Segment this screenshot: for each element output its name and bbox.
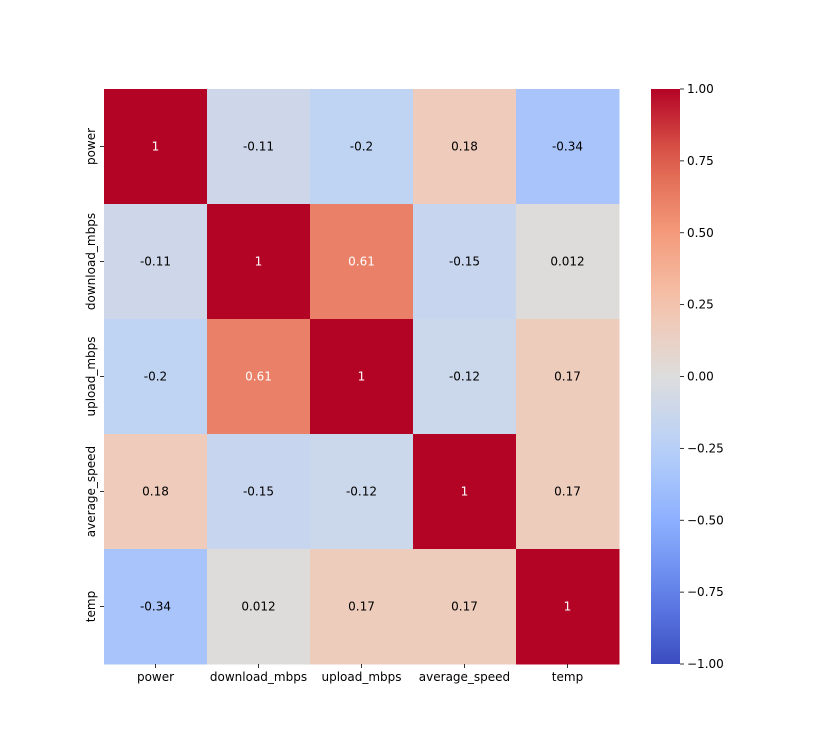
heatmap-cell-power-average_speed xyxy=(413,89,517,205)
y-tick-label: temp xyxy=(84,591,98,622)
colorbar-tick-label: 0.25 xyxy=(687,298,714,312)
y-tick-label: power xyxy=(84,128,98,165)
heatmap-cell-upload_mbps-upload_mbps xyxy=(310,319,414,435)
colorbar-tick-label: −1.00 xyxy=(687,657,724,671)
cell-value-label: 1 xyxy=(461,485,469,499)
cell-value-label: 0.18 xyxy=(142,485,169,499)
heatmap-cell-average_speed-upload_mbps xyxy=(310,434,414,550)
cell-value-label: -0.11 xyxy=(243,140,274,154)
colorbar-tick-label: 1.00 xyxy=(687,82,714,96)
x-tick-label: power xyxy=(137,670,174,684)
heatmap-cell-power-power xyxy=(104,89,208,205)
cell-value-label: 0.17 xyxy=(451,600,478,614)
cell-value-label: 0.012 xyxy=(241,600,275,614)
cell-value-label: -0.34 xyxy=(552,140,583,154)
heatmap-cell-download_mbps-upload_mbps xyxy=(310,204,414,320)
heatmap-cells: 1 -0.11 -0.2 0.18 -0.34 -0.11 1 0.61 -0.15 0.012 -… xyxy=(104,89,620,665)
x-tick-label: upload_mbps xyxy=(321,670,401,684)
heatmap-cell-temp-temp xyxy=(516,549,620,665)
heatmap-cell-download_mbps-average_speed xyxy=(413,204,517,320)
heatmap-cell-temp-download_mbps xyxy=(207,549,311,665)
cell-value-label: -0.2 xyxy=(350,140,373,154)
y-tick-label: download_mbps xyxy=(84,213,98,310)
heatmap-cell-temp-average_speed xyxy=(413,549,517,665)
colorbar-tick-label: −0.50 xyxy=(687,513,724,527)
colorbar-tick-label: 0.75 xyxy=(687,154,714,168)
heatmap-cell-download_mbps-download_mbps xyxy=(207,204,311,320)
x-tick-label: average_speed xyxy=(419,670,510,684)
cell-value-label: -0.2 xyxy=(144,370,167,384)
cell-value-label: -0.34 xyxy=(140,600,171,614)
heatmap-cell-temp-power xyxy=(104,549,208,665)
y-axis: power download_mbps upload_mbps average_spe… xyxy=(84,128,104,622)
x-tick-label: temp xyxy=(552,670,583,684)
heatmap-cell-download_mbps-temp xyxy=(516,204,620,320)
cell-value-label: -0.15 xyxy=(243,485,274,499)
heatmap-cell-power-upload_mbps xyxy=(310,89,414,205)
heatmap-cell-power-temp xyxy=(516,89,620,205)
x-tick-label: download_mbps xyxy=(210,670,307,684)
heatmap-cell-upload_mbps-download_mbps xyxy=(207,319,311,435)
cell-value-label: 1 xyxy=(152,140,160,154)
heatmap-cell-average_speed-download_mbps xyxy=(207,434,311,550)
cell-value-label: 1 xyxy=(255,255,263,269)
cell-value-label: -0.12 xyxy=(449,370,480,384)
colorbar-tick-label: −0.25 xyxy=(687,441,724,455)
heatmap-cell-upload_mbps-power xyxy=(104,319,208,435)
y-tick-label: average_speed xyxy=(84,446,98,537)
cell-value-label: -0.12 xyxy=(346,485,377,499)
y-tick-label: upload_mbps xyxy=(84,336,98,416)
cell-value-label: -0.11 xyxy=(140,255,171,269)
cell-value-label: 1 xyxy=(564,600,572,614)
x-axis: power download_mbps upload_mbps average_spe… xyxy=(137,664,583,684)
heatmap-cell-average_speed-power xyxy=(104,434,208,550)
cell-value-label: 0.61 xyxy=(348,255,375,269)
cell-value-label: 0.17 xyxy=(554,370,581,384)
heatmap-cell-upload_mbps-temp xyxy=(516,319,620,435)
heatmap-cell-average_speed-temp xyxy=(516,434,620,550)
heatmap-cell-upload_mbps-average_speed xyxy=(413,319,517,435)
cell-value-label: 0.012 xyxy=(550,255,584,269)
cell-value-label: -0.15 xyxy=(449,255,480,269)
cell-value-label: 0.61 xyxy=(245,370,272,384)
colorbar-tick-label: 0.50 xyxy=(687,226,714,240)
colorbar-gradient xyxy=(651,89,680,664)
heatmap-cell-download_mbps-power xyxy=(104,204,208,320)
cell-value-label: 0.18 xyxy=(451,140,478,154)
cell-value-label: 0.17 xyxy=(554,485,581,499)
colorbar-tick-label: 0.00 xyxy=(687,370,714,384)
heatmap-cell-power-download_mbps xyxy=(207,89,311,205)
colorbar-tick-label: −0.75 xyxy=(687,585,724,599)
heatmap-cell-average_speed-average_speed xyxy=(413,434,517,550)
heatmap-cell-temp-upload_mbps xyxy=(310,549,414,665)
cell-value-label: 1 xyxy=(358,370,366,384)
cell-value-label: 0.17 xyxy=(348,600,375,614)
colorbar: 1.00 0.75 0.50 0.25 0.00 −0.25 −0.50 −0.75 −1.00 xyxy=(651,82,724,671)
